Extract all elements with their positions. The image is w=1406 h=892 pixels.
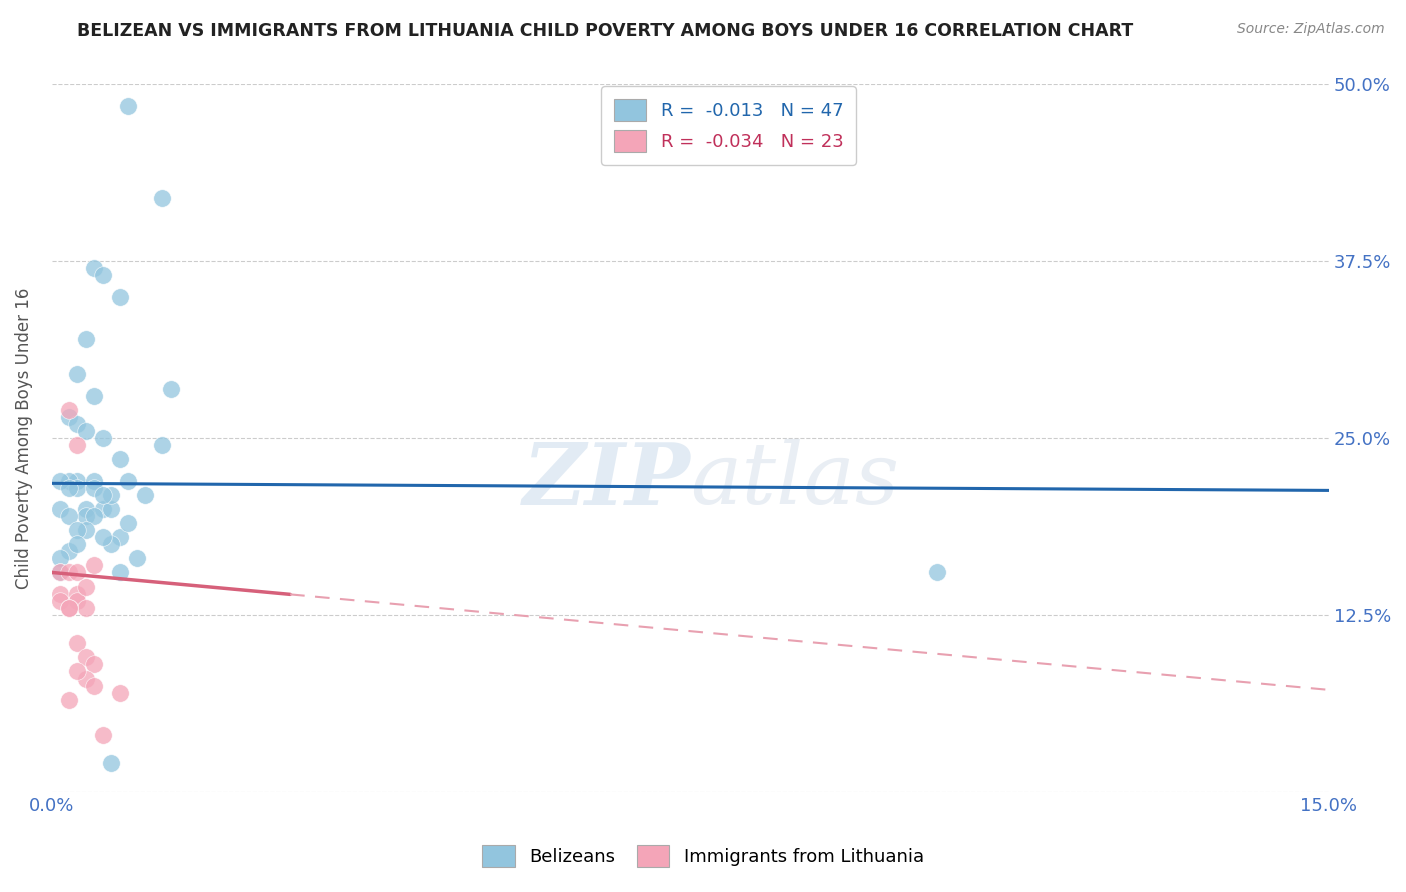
Point bbox=[927, 566, 949, 580]
Point bbox=[58, 600, 80, 615]
Point bbox=[75, 672, 97, 686]
Point bbox=[66, 474, 89, 488]
Point bbox=[66, 593, 89, 607]
Point bbox=[75, 523, 97, 537]
Point bbox=[117, 98, 139, 112]
Point bbox=[49, 593, 72, 607]
Point bbox=[75, 508, 97, 523]
Point bbox=[66, 523, 89, 537]
Point bbox=[49, 566, 72, 580]
Point bbox=[108, 452, 131, 467]
Point bbox=[58, 409, 80, 424]
Point bbox=[75, 580, 97, 594]
Point bbox=[49, 551, 72, 566]
Point bbox=[75, 501, 97, 516]
Point bbox=[108, 566, 131, 580]
Point bbox=[160, 382, 183, 396]
Point bbox=[66, 481, 89, 495]
Text: Source: ZipAtlas.com: Source: ZipAtlas.com bbox=[1237, 22, 1385, 37]
Point bbox=[125, 551, 148, 566]
Point bbox=[83, 481, 105, 495]
Point bbox=[58, 508, 80, 523]
Point bbox=[66, 438, 89, 452]
Y-axis label: Child Poverty Among Boys Under 16: Child Poverty Among Boys Under 16 bbox=[15, 287, 32, 589]
Point bbox=[117, 516, 139, 530]
Point bbox=[66, 636, 89, 650]
Point bbox=[58, 600, 80, 615]
Point bbox=[91, 488, 114, 502]
Point bbox=[58, 544, 80, 558]
Point bbox=[134, 488, 156, 502]
Point bbox=[75, 600, 97, 615]
Text: atlas: atlas bbox=[690, 439, 900, 522]
Point bbox=[58, 402, 80, 417]
Point bbox=[49, 474, 72, 488]
Point bbox=[152, 191, 174, 205]
Point bbox=[66, 587, 89, 601]
Point bbox=[75, 332, 97, 346]
Point bbox=[117, 474, 139, 488]
Point bbox=[83, 508, 105, 523]
Point bbox=[75, 424, 97, 438]
Legend: Belizeans, Immigrants from Lithuania: Belizeans, Immigrants from Lithuania bbox=[475, 838, 931, 874]
Point bbox=[66, 566, 89, 580]
Point bbox=[83, 261, 105, 276]
Point bbox=[108, 290, 131, 304]
Point bbox=[58, 474, 80, 488]
Point bbox=[108, 530, 131, 544]
Point bbox=[66, 417, 89, 431]
Point bbox=[66, 665, 89, 679]
Point bbox=[152, 438, 174, 452]
Point bbox=[91, 431, 114, 445]
Legend: R =  -0.013   N = 47, R =  -0.034   N = 23: R = -0.013 N = 47, R = -0.034 N = 23 bbox=[602, 87, 856, 165]
Point bbox=[91, 728, 114, 742]
Point bbox=[100, 488, 122, 502]
Point bbox=[91, 530, 114, 544]
Point bbox=[83, 474, 105, 488]
Point bbox=[100, 756, 122, 771]
Point bbox=[83, 679, 105, 693]
Point bbox=[91, 268, 114, 283]
Point bbox=[100, 537, 122, 551]
Point bbox=[49, 566, 72, 580]
Point bbox=[66, 537, 89, 551]
Point bbox=[66, 368, 89, 382]
Point bbox=[58, 566, 80, 580]
Point bbox=[83, 657, 105, 672]
Point bbox=[91, 501, 114, 516]
Point bbox=[49, 501, 72, 516]
Point bbox=[58, 692, 80, 706]
Text: ZIP: ZIP bbox=[523, 439, 690, 522]
Point bbox=[83, 558, 105, 573]
Point bbox=[83, 389, 105, 403]
Text: BELIZEAN VS IMMIGRANTS FROM LITHUANIA CHILD POVERTY AMONG BOYS UNDER 16 CORRELAT: BELIZEAN VS IMMIGRANTS FROM LITHUANIA CH… bbox=[77, 22, 1133, 40]
Point bbox=[100, 501, 122, 516]
Point bbox=[58, 481, 80, 495]
Point bbox=[75, 650, 97, 665]
Point bbox=[49, 587, 72, 601]
Point bbox=[108, 686, 131, 700]
